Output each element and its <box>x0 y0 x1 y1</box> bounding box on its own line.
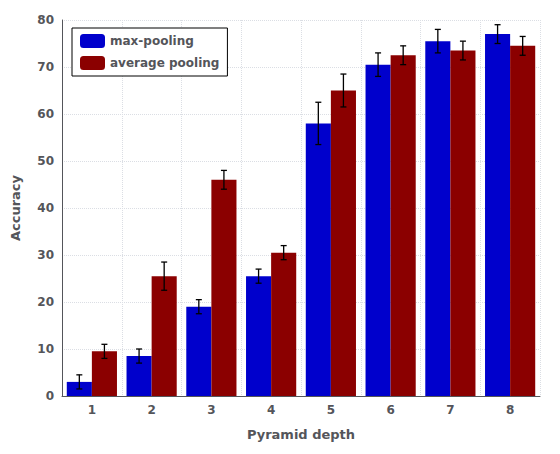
svg-text:6: 6 <box>386 403 394 417</box>
svg-text:60: 60 <box>37 107 54 121</box>
svg-text:2: 2 <box>147 403 155 417</box>
svg-text:1: 1 <box>88 403 96 417</box>
svg-text:4: 4 <box>267 403 275 417</box>
svg-text:30: 30 <box>37 248 54 262</box>
svg-text:40: 40 <box>37 201 54 215</box>
svg-text:0: 0 <box>46 389 54 403</box>
svg-text:Accuracy: Accuracy <box>8 174 23 241</box>
svg-text:7: 7 <box>446 403 454 417</box>
svg-text:Pyramid depth: Pyramid depth <box>247 427 355 442</box>
svg-text:80: 80 <box>37 13 54 27</box>
svg-text:3: 3 <box>207 403 215 417</box>
svg-text:8: 8 <box>506 403 514 417</box>
svg-text:max-pooling: max-pooling <box>110 34 194 48</box>
svg-text:20: 20 <box>37 295 54 309</box>
svg-text:70: 70 <box>37 60 54 74</box>
svg-text:average pooling: average pooling <box>110 56 219 70</box>
svg-text:5: 5 <box>327 403 335 417</box>
svg-text:50: 50 <box>37 154 54 168</box>
svg-text:10: 10 <box>37 342 54 356</box>
